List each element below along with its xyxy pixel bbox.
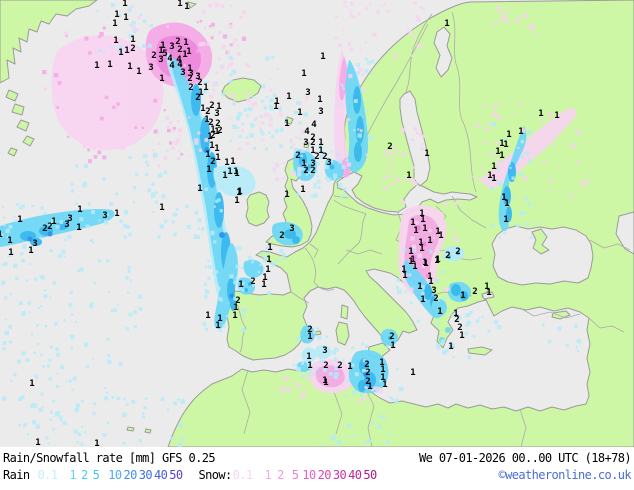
snow-scale-value: 10: [302, 468, 316, 482]
legend-title-row: Rain/Snowfall rate [mm] GFS 0.25 We 07-0…: [0, 447, 634, 465]
rain-scale-value: 5: [92, 468, 100, 482]
land-crete: [467, 346, 493, 356]
land-cyprus: [551, 310, 571, 320]
snow-scale-label: Snow:: [198, 468, 233, 482]
rain-scale: 0.1 1 2 5 10 20 30 40 50: [30, 468, 184, 482]
land-greenland-isle: [5, 89, 19, 102]
rain-layer: [0, 52, 527, 394]
land-greenland-isle: [16, 119, 30, 132]
snow-scale-value: 1: [264, 468, 272, 482]
snow-scale-value: 2: [277, 468, 284, 482]
snow-layer: [51, 22, 577, 394]
land-great-britain: [265, 157, 313, 248]
sea-gulf-of-bothnia: [399, 90, 431, 187]
sea-black-sea: [491, 225, 594, 286]
legend-scale-row: Rain 0.1 1 2 5 10 20 30 40 50 Snow: 0.1 1 2 5 10 20 30 40 5…: [0, 465, 634, 482]
snow-scale-value: 30: [332, 468, 347, 482]
land-greenland-isle: [22, 135, 35, 147]
land-shetland: [303, 141, 310, 149]
snow-scale-value: 20: [317, 468, 332, 482]
land-greenland-isle: [11, 103, 25, 116]
rain-scale-value: 30: [138, 468, 153, 482]
land-madeira: [126, 426, 135, 432]
inland-seas: [336, 26, 634, 300]
sea-baltic: [336, 171, 478, 216]
land-greenland: [0, 0, 98, 84]
snow-scale-value: 0.1: [232, 468, 253, 482]
land-greenland-isle: [7, 147, 18, 157]
land-sardinia: [335, 321, 350, 346]
rain-scale-value: 40: [154, 468, 168, 482]
land-jan-mayen: [187, 1, 197, 9]
sea-white-sea: [433, 26, 453, 78]
rain-scale-value: 10: [108, 468, 122, 482]
rain-scale-value: 1: [69, 468, 76, 482]
rain-scale-value: 2: [81, 468, 88, 482]
rain-scale-value: 50: [169, 468, 183, 482]
snow-scale-value: 5: [291, 468, 299, 482]
land-ireland: [245, 191, 270, 227]
rain-scale-value: 0.1: [37, 468, 58, 482]
land-balearics: [314, 330, 322, 336]
rain-scale-value: 20: [123, 468, 138, 482]
sea-marmara: [481, 291, 495, 300]
land-madeira: [144, 428, 152, 434]
snow-scale-value: 50: [363, 468, 377, 482]
speckle-layer: [1, 0, 589, 447]
land-crimea: [531, 228, 550, 255]
map-datetime: We 07-01-2026 00..00 UTC (18+78): [419, 451, 632, 465]
snow-scale-value: 40: [348, 468, 362, 482]
europe-precipitation-map: [0, 0, 634, 447]
snow-scale: 0.1 1 2 5 10 20 30 40 50: [232, 468, 378, 482]
rain-scale-label: Rain: [3, 468, 30, 482]
map-title: Rain/Snowfall rate [mm] GFS 0.25: [3, 451, 216, 465]
land-corsica: [340, 304, 349, 320]
sea-caspian: [615, 211, 634, 255]
copyright-link[interactable]: ©weatheronline.co.uk: [498, 468, 632, 482]
legend-footer: Rain/Snowfall rate [mm] GFS 0.25 We 07-0…: [0, 447, 634, 490]
